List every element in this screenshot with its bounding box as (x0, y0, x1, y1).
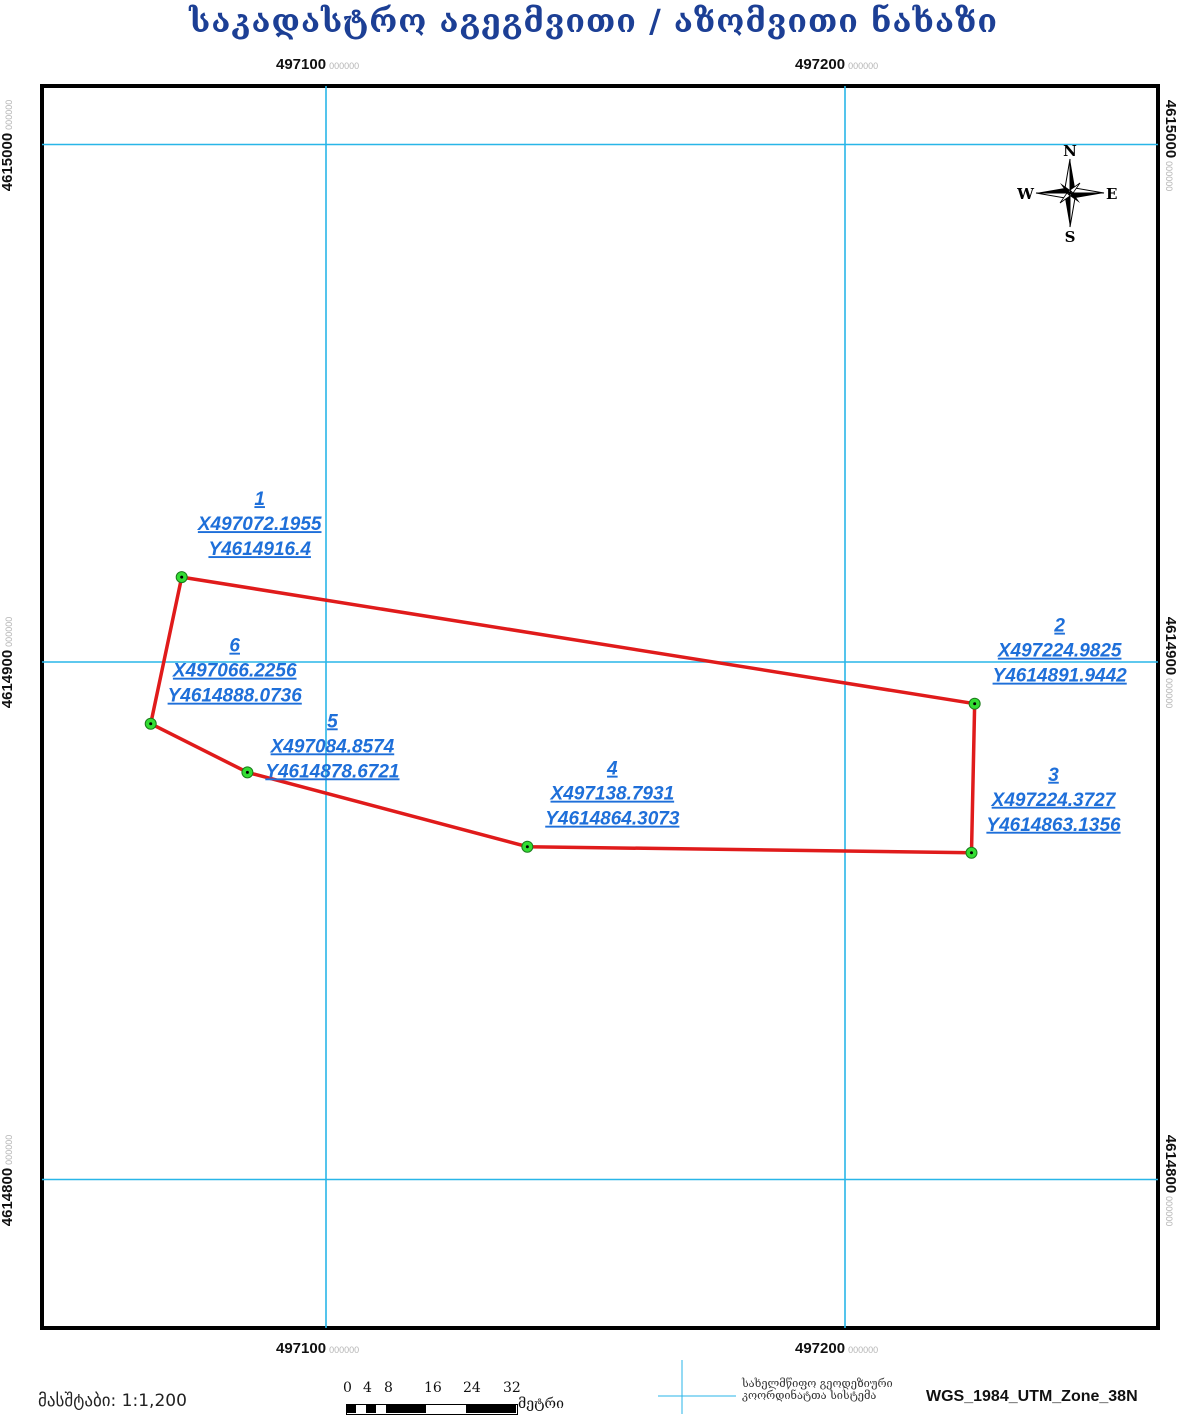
scalebar-tick: 32 (503, 1380, 521, 1396)
scalebar-tick: 4 (363, 1380, 372, 1396)
map-frame (40, 84, 1160, 1330)
scale-label: მასშტაბი: 1:1,200 (38, 1391, 187, 1411)
scalebar-tick: 16 (424, 1380, 442, 1396)
scalebar-tick: 24 (463, 1380, 481, 1396)
vertex-number-label: 4 (606, 759, 618, 780)
vertex-y-label: Y4614863.1356 (986, 815, 1121, 836)
compass-n-label: N (1063, 142, 1077, 160)
parcel-layer: 1 X497072.1955 Y4614916.4 2 X497224.9825 Y461… (144, 489, 1128, 859)
easting-label-bottom-2: 497200 000000 (795, 1340, 879, 1357)
map-title: საკადასტრო აგეგმვითი / აზომვითი ნახაზი (189, 2, 998, 40)
vertex-number-label: 5 (327, 711, 338, 732)
vertex-y-label: Y4614878.6721 (265, 761, 399, 782)
compass-s-label: S (1065, 228, 1076, 246)
vertex-x-label: X497224.3727 (991, 790, 1117, 811)
scalebar-tick: 0 (343, 1380, 352, 1396)
compass-e-label: E (1106, 185, 1117, 203)
scalebar-unit: მეტრი (518, 1396, 564, 1412)
vertex-x-label: X497224.9825 (997, 641, 1122, 662)
crs-name: WGS_1984_UTM_Zone_38N (926, 1388, 1138, 1405)
vertex-x-label: X497084.8574 (270, 736, 395, 757)
vertex-x-label: X497072.1955 (197, 514, 322, 535)
grid-lines (42, 86, 1158, 1328)
vertex-y-label: Y4614888.0736 (168, 686, 303, 707)
scalebar-tick: 8 (384, 1380, 393, 1396)
easting-label-top-1: 497100 000000 (276, 56, 360, 73)
vertex-y-label: Y4614891.9442 (993, 666, 1128, 687)
vertex-number-label: 2 (1053, 616, 1065, 637)
vertex-x-label: X497066.2256 (172, 661, 297, 682)
easting-label-top-2: 497200 000000 (795, 56, 879, 73)
vertex-y-label: Y4614916.4 (208, 539, 311, 560)
vertex-y-label: Y4614864.3073 (545, 809, 680, 830)
north-arrow-icon: N S E W (1016, 142, 1117, 246)
vertex-number-label: 6 (229, 636, 240, 657)
vertex-x-label: X497138.7931 (550, 784, 675, 805)
vertex-number-label: 3 (1048, 765, 1059, 786)
compass-w-label: W (1016, 185, 1035, 203)
easting-label-bottom-1: 497100 000000 (276, 1340, 360, 1357)
crs-symbol-icon (658, 1360, 736, 1414)
vertex-number-label: 1 (254, 489, 265, 510)
crs-note: სახელმწიფო გეოდეზიური კოორდინატთა სისტემ… (742, 1377, 893, 1402)
